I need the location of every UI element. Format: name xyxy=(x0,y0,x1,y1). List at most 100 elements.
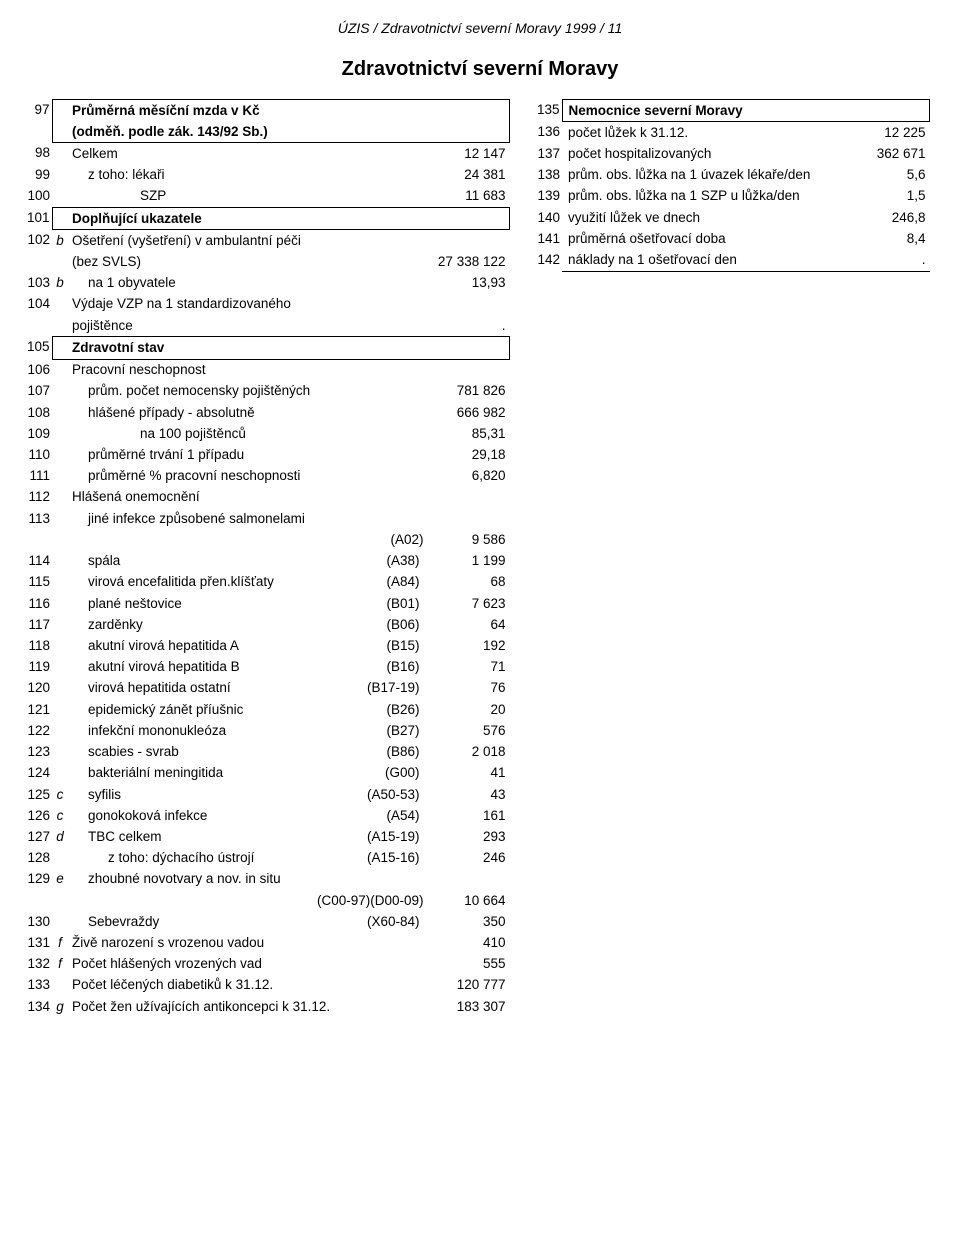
row-num: 123 xyxy=(20,742,52,763)
row-label: počet hospitalizovaných xyxy=(562,143,850,164)
row-label: SZP xyxy=(68,186,430,208)
row-value: 350 xyxy=(430,911,510,932)
row-label: Sebevraždy(X60-84) xyxy=(68,911,430,932)
row-code: (A15-16) xyxy=(367,849,426,867)
row-value: . xyxy=(850,250,930,272)
row-num: 117 xyxy=(20,614,52,635)
row-label: gonokoková infekce(A54) xyxy=(68,805,430,826)
row-num: 111 xyxy=(20,466,52,487)
row-num: 113 xyxy=(20,508,52,529)
row-value: 555 xyxy=(430,954,510,975)
row-value: 161 xyxy=(430,805,510,826)
row-label: epidemický zánět příušnic(B26) xyxy=(68,699,430,720)
row-value: 6,820 xyxy=(430,466,510,487)
row-label: počet lůžek k 31.12. xyxy=(562,122,850,144)
row-value: 120 777 xyxy=(430,975,510,996)
row-code: (A15-19) xyxy=(367,828,426,846)
row-label: na 100 pojištěnců xyxy=(68,423,430,444)
row-value: 68 xyxy=(430,572,510,593)
row-num: 101 xyxy=(20,208,52,230)
left-column: 97 Průměrná měsíční mzda v Kč (odměň. po… xyxy=(20,99,510,1017)
row-note: f xyxy=(52,933,68,954)
row-value: 24 381 xyxy=(430,165,510,186)
row-value: 246 xyxy=(430,848,510,869)
row-label: akutní virová hepatitida B(B16) xyxy=(68,657,430,678)
row-label: plané neštovice(B01) xyxy=(68,593,430,614)
row-label: Výdaje VZP na 1 standardizovaného xyxy=(68,294,430,315)
row-num: 141 xyxy=(530,228,562,249)
row-note: c xyxy=(52,805,68,826)
row-num: 134 xyxy=(20,996,52,1017)
row-num: 137 xyxy=(530,143,562,164)
row-note: e xyxy=(52,869,68,890)
row-label: průměrné trvání 1 případu xyxy=(68,445,430,466)
row-code: (B16) xyxy=(386,658,425,676)
row-num: 120 xyxy=(20,678,52,699)
row-code: (B26) xyxy=(386,701,425,719)
row-label: bakteriální meningitida(G00) xyxy=(68,763,430,784)
row-num: 124 xyxy=(20,763,52,784)
row-num: 114 xyxy=(20,551,52,572)
row-code: (B86) xyxy=(386,743,425,761)
row-num: 119 xyxy=(20,657,52,678)
row-num: 97 xyxy=(20,100,52,122)
row-num: 139 xyxy=(530,186,562,207)
right-column: 135 Nemocnice severní Moravy 136 počet l… xyxy=(530,99,930,1017)
row-num: 99 xyxy=(20,165,52,186)
row-value: 41 xyxy=(430,763,510,784)
row-value: 192 xyxy=(430,635,510,656)
row-note: b xyxy=(52,230,68,252)
row-note: g xyxy=(52,996,68,1017)
row-label: Pracovní neschopnost xyxy=(68,359,430,381)
row-label: Celkem xyxy=(68,143,430,165)
row-value xyxy=(430,100,510,122)
row-label: Živě narození s vrozenou vadou xyxy=(68,933,430,954)
row-label: scabies - svrab(B86) xyxy=(68,742,430,763)
row-num: 109 xyxy=(20,423,52,444)
row-note: b xyxy=(52,273,68,294)
row-note: c xyxy=(52,784,68,805)
row-label: syfilis(A50-53) xyxy=(68,784,430,805)
content-columns: 97 Průměrná měsíční mzda v Kč (odměň. po… xyxy=(20,99,940,1017)
row-value: 5,6 xyxy=(850,165,930,186)
row-label: Nemocnice severní Moravy xyxy=(562,100,850,122)
row-code: (B17-19) xyxy=(367,679,426,697)
row-num: 140 xyxy=(530,207,562,228)
row-label: na 1 obyvatele xyxy=(68,273,430,294)
row-note xyxy=(52,100,68,122)
row-label: akutní virová hepatitida A(B15) xyxy=(68,635,430,656)
row-value: 2 018 xyxy=(430,742,510,763)
row-num: 127 xyxy=(20,826,52,847)
row-value: 12 147 xyxy=(430,143,510,165)
row-value: 13,93 xyxy=(430,273,510,294)
row-code: (A38) xyxy=(386,552,425,570)
row-label: zhoubné novotvary a nov. in situ xyxy=(68,869,430,890)
row-num: 100 xyxy=(20,186,52,208)
right-table: 135 Nemocnice severní Moravy 136 počet l… xyxy=(530,99,930,272)
row-label: hlášené případy - absolutně xyxy=(68,402,430,423)
row-num: 121 xyxy=(20,699,52,720)
row-value: 1 199 xyxy=(430,551,510,572)
row-value: 12 225 xyxy=(850,122,930,144)
row-value: 76 xyxy=(430,678,510,699)
row-num: 132 xyxy=(20,954,52,975)
row-num: 102 xyxy=(20,230,52,252)
row-num: 118 xyxy=(20,635,52,656)
row-label: prům. obs. lůžka na 1 SZP u lůžka/den xyxy=(562,186,850,207)
row-value: 64 xyxy=(430,614,510,635)
row-code: (A84) xyxy=(386,573,425,591)
row-num: 129 xyxy=(20,869,52,890)
row-label: (bez SVLS) xyxy=(68,252,430,273)
row-value: 43 xyxy=(430,784,510,805)
row-value: 666 982 xyxy=(430,402,510,423)
row-code: (A50-53) xyxy=(367,786,426,804)
row-code: (B15) xyxy=(386,637,425,655)
row-value: 10 664 xyxy=(430,890,510,911)
row-num: 116 xyxy=(20,593,52,614)
row-code: (B01) xyxy=(386,595,425,613)
row-code: (B27) xyxy=(386,722,425,740)
row-value: 293 xyxy=(430,826,510,847)
row-label: zarděnky(B06) xyxy=(68,614,430,635)
row-label: virová encefalitida přen.klíšťaty(A84) xyxy=(68,572,430,593)
row-code: (X60-84) xyxy=(367,913,426,931)
